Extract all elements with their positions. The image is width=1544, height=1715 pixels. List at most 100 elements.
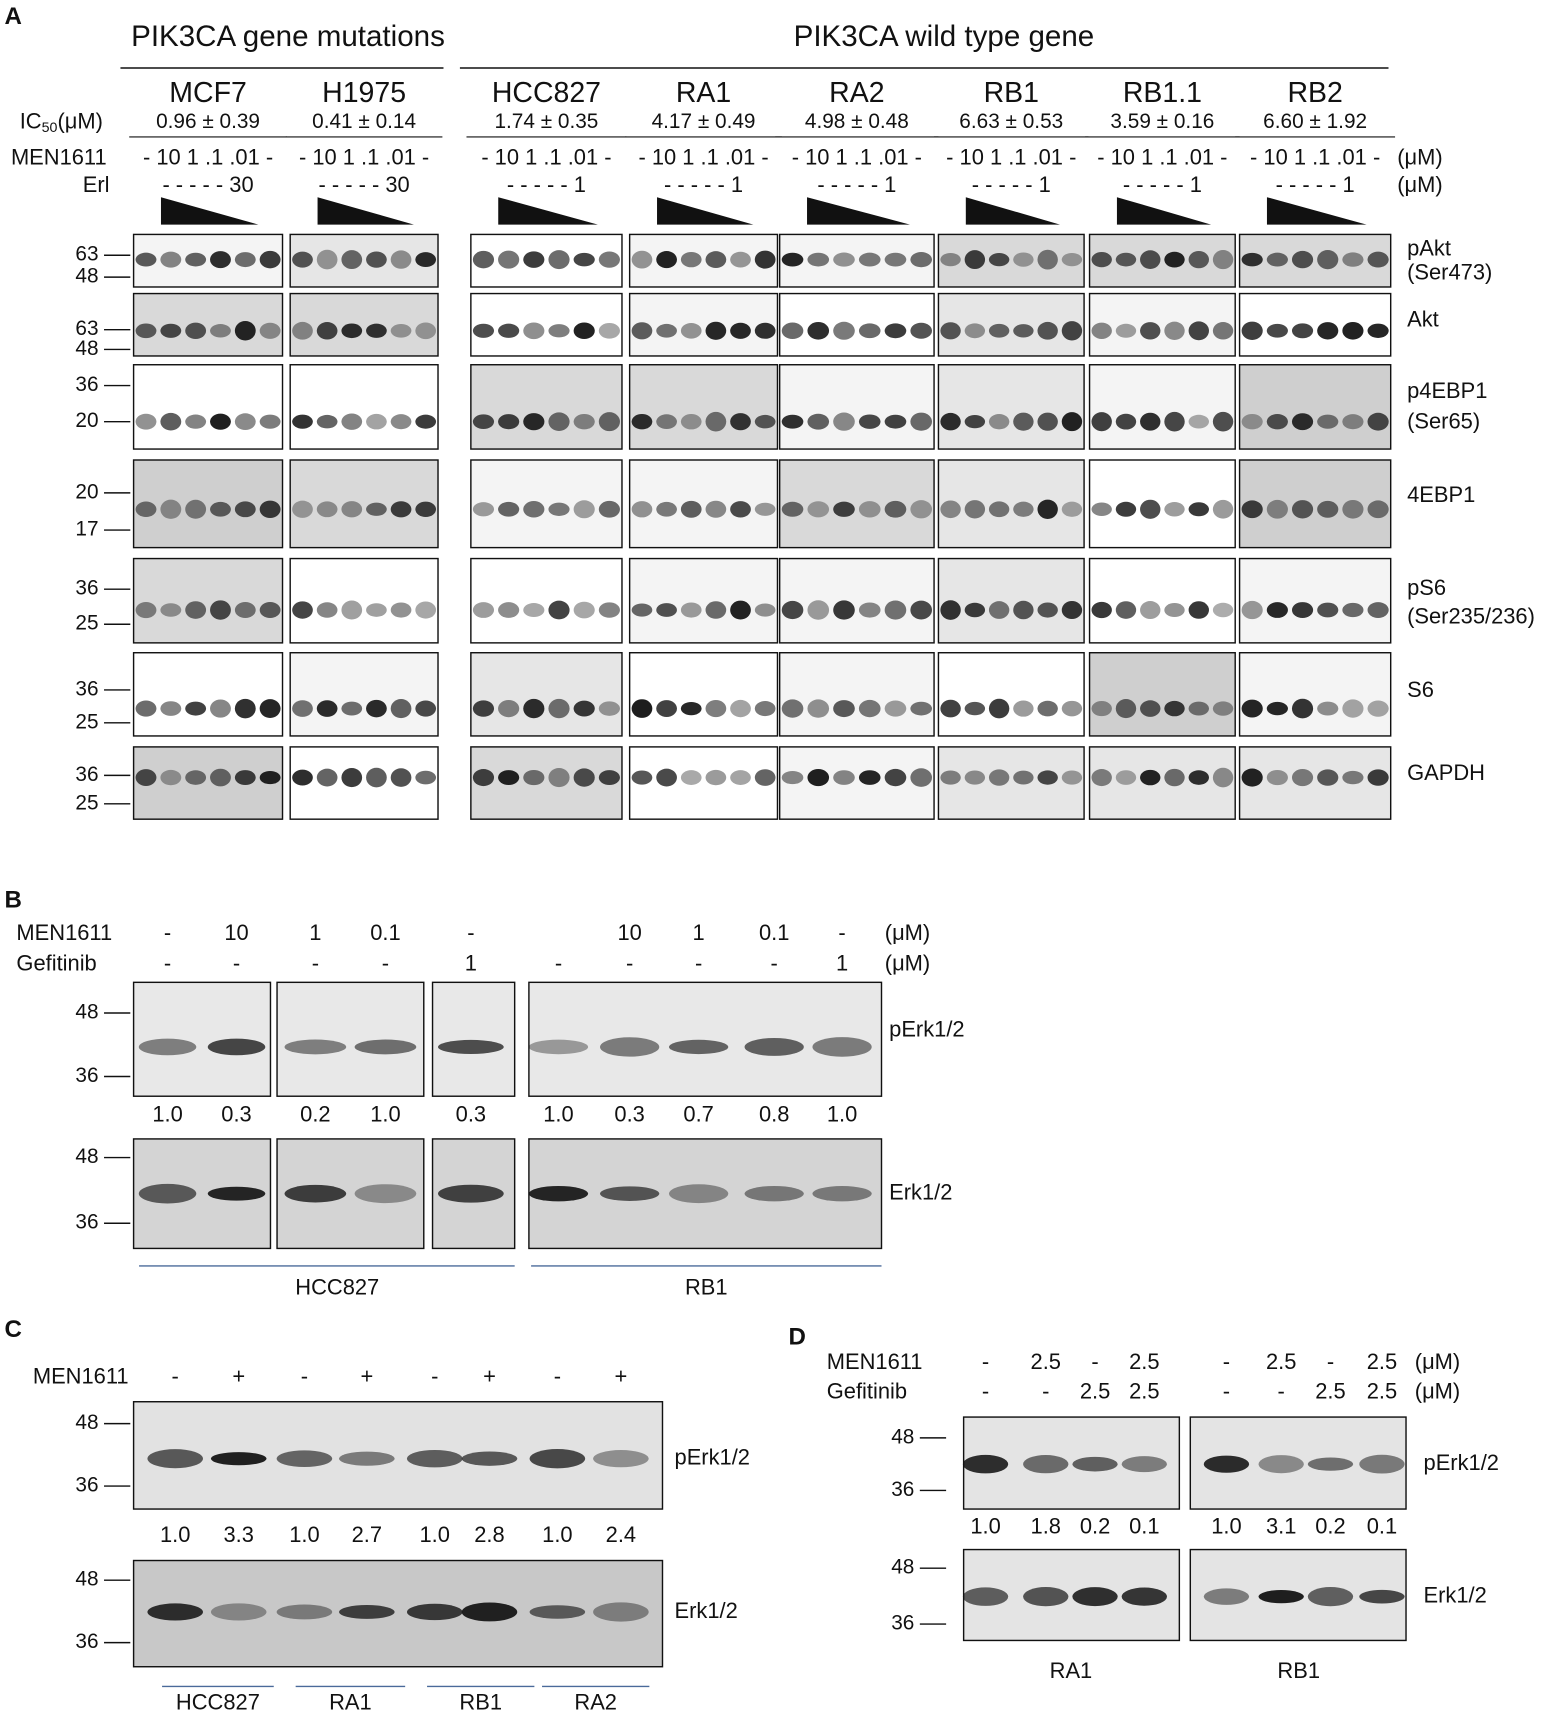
group-label: RB1 [685,1275,728,1300]
blot-box [937,652,1085,737]
panel-label: B [4,887,21,914]
band [1164,700,1185,717]
band [523,501,545,518]
band [781,770,804,785]
band [858,501,881,518]
band [390,602,412,618]
quantification: 1.0 [1211,1513,1241,1538]
quantification: 1.0 [970,1513,1000,1538]
group-title: PIK3CA gene mutations [131,20,445,53]
band [135,601,157,619]
band [341,323,363,339]
band [160,412,182,431]
blot-box [778,557,935,644]
band [1140,700,1161,717]
band [1013,501,1034,517]
dose-label: 1 [309,920,321,945]
band [858,602,881,618]
band [523,603,545,618]
band [940,600,961,620]
band [807,600,830,620]
band [730,600,751,620]
protein-label: pS6 [1407,575,1446,600]
band [812,1186,872,1202]
blot-box [778,292,935,357]
band [744,1037,804,1056]
ic50-value: 3.59 ± 0.16 [1110,110,1214,133]
blot-box [937,233,1085,288]
band [1061,600,1083,620]
protein-label: pErk1/2 [675,1444,750,1469]
blot-box [470,292,623,357]
band [573,413,595,430]
blot-box [470,652,623,737]
blot-box [778,233,935,288]
blot-box [778,459,935,549]
band [598,412,620,432]
band [988,253,1010,267]
blot-box [1088,459,1236,549]
band [135,769,157,786]
protein-label: 4EBP1 [1407,482,1475,507]
band [1342,252,1364,267]
band [1266,252,1288,267]
band [1164,603,1185,618]
band [1317,701,1339,716]
band [1115,601,1137,619]
dose-row: - 10 1 .1 .01 - [143,145,273,170]
band [339,1451,395,1466]
band [1203,1455,1250,1473]
band [160,769,182,786]
blot-box [289,292,439,357]
band [259,414,281,429]
protein-label: p4EBP1 [1407,378,1487,403]
band [833,770,855,785]
band [754,701,776,717]
band [284,1184,347,1203]
band [1121,1456,1167,1473]
dose-label: 2.5 [1129,1379,1159,1404]
band [1258,1590,1304,1604]
band [1091,700,1112,717]
band [754,322,776,339]
protein-label: pErk1/2 [1424,1450,1499,1475]
band [1266,602,1288,618]
dose-row: - - - - - 1 [664,172,743,197]
band [366,767,387,788]
band [988,323,1010,338]
band [316,768,338,787]
dose-label: - [1042,1379,1049,1404]
band [1367,769,1389,786]
band [316,249,338,270]
band [234,252,256,268]
band [185,252,207,267]
band [259,500,281,518]
band [656,323,677,338]
dose-row: - 10 1 .1 .01 - [481,145,611,170]
marker-label: 63 [75,317,98,340]
band [210,501,231,517]
blot-box [1238,233,1392,288]
band [730,770,751,785]
band [185,414,207,429]
ic50-unit: (μM) [57,109,102,134]
band [1203,1588,1250,1605]
band [354,1039,417,1055]
quantification: 0.3 [614,1102,644,1127]
band [1115,699,1137,719]
band [548,767,570,788]
marker-label: 36 [891,1478,914,1501]
band [390,699,412,719]
band [160,499,182,519]
band [415,252,437,268]
band [807,768,830,787]
blot-box [470,233,623,288]
band [858,770,881,785]
band [964,602,986,618]
band [341,501,363,518]
band [1072,1456,1118,1472]
band [910,322,933,339]
marker-label: 36 [75,677,98,700]
treatment-label: MEN1611 [16,920,112,945]
quantification: 1.0 [370,1102,400,1127]
